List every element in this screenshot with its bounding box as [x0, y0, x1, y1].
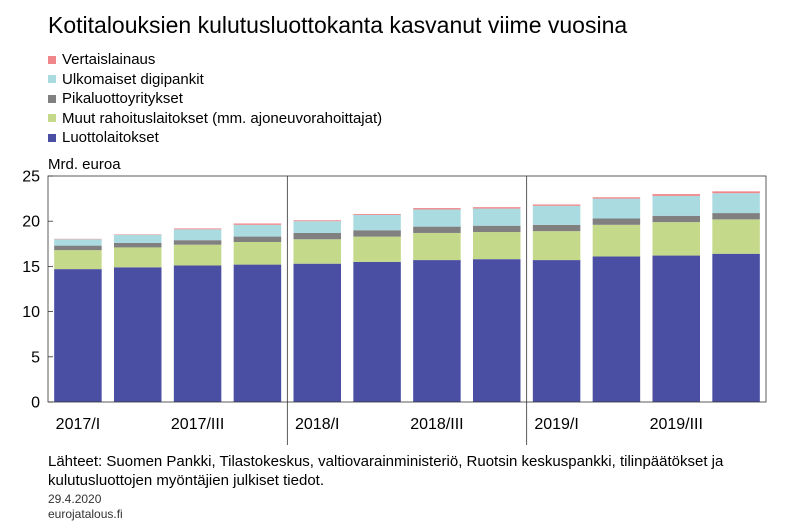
bar-segment — [473, 259, 521, 402]
bar-segment — [532, 224, 581, 232]
legend-swatch — [48, 55, 56, 64]
bar-segment — [233, 224, 282, 237]
bar-segment — [114, 242, 162, 248]
bar-segment — [652, 255, 700, 402]
bar-segment — [413, 260, 461, 402]
bar-segment — [532, 204, 581, 206]
legend-item-muut-rahoituslaitokset: Muut rahoituslaitokset (mm. ajoneuvoraho… — [48, 109, 382, 129]
plot-frame — [47, 175, 767, 403]
legend-item-vertaislainaus: Vertaislainaus — [48, 50, 382, 70]
legend-item-pikaluottoyritykset: Pikaluottoyritykset — [48, 89, 382, 109]
y-tick-label: 0 — [31, 395, 40, 412]
legend-label: Vertaislainaus — [62, 51, 156, 69]
bar-segment — [233, 223, 282, 225]
site-credit: eurojatalous.fi — [48, 507, 123, 521]
bar-segment — [114, 234, 162, 243]
bar-segment — [114, 247, 162, 268]
bar-segment — [54, 269, 102, 402]
y-tick-label: 10 — [22, 304, 40, 321]
publish-date: 29.4.2020 — [48, 492, 102, 506]
bar-segment — [712, 253, 760, 402]
legend-swatch — [48, 133, 56, 142]
x-tick-label: 2018/I — [295, 416, 339, 433]
bar-segment — [592, 224, 641, 257]
bar-segment — [652, 195, 700, 216]
bar-segment — [173, 244, 222, 266]
legend-label: Pikaluottoyritykset — [62, 90, 183, 108]
bar-segment — [173, 265, 222, 402]
legend: Vertaislainaus Ulkomaiset digipankit Pik… — [48, 50, 382, 148]
bar-segment — [173, 228, 222, 230]
chart-title: Kotitalouksien kulutusluottokanta kasvan… — [48, 12, 628, 38]
bar-segment — [353, 261, 401, 402]
legend-item-luottolaitokset: Luottolaitokset — [48, 128, 382, 148]
y-axis-unit-label: Mrd. euroa — [48, 156, 121, 173]
bar-segment — [712, 219, 760, 254]
bar-segment — [473, 208, 521, 226]
x-tick-label: 2019/I — [534, 416, 578, 433]
legend-swatch — [48, 114, 56, 123]
legend-item-ulkomaiset-digipankit: Ulkomaiset digipankit — [48, 70, 382, 90]
y-tick-label: 25 — [22, 169, 40, 186]
bar-segment — [652, 194, 700, 196]
x-tick-label: 2019/III — [650, 416, 703, 433]
x-tick-label: 2017/I — [56, 416, 100, 433]
bar-segment — [293, 220, 341, 222]
source-note: Lähteet: Suomen Pankki, Tilastokeskus, v… — [48, 453, 724, 489]
x-tick-label: 2018/III — [410, 416, 463, 433]
y-tick-label: 5 — [31, 349, 40, 366]
bar-segment — [712, 213, 760, 220]
bar-segment — [413, 208, 461, 210]
legend-label: Ulkomaiset digipankit — [62, 70, 204, 88]
bar-segment — [532, 205, 581, 225]
bar-segment — [652, 215, 700, 223]
bar-segment — [473, 225, 521, 233]
bar-segment — [293, 239, 341, 264]
bar-segment — [473, 232, 521, 260]
bar-segment — [353, 236, 401, 262]
bar-segment — [233, 236, 282, 242]
legend-label: Muut rahoituslaitokset (mm. ajoneuvoraho… — [62, 109, 383, 127]
legend-swatch — [48, 94, 56, 103]
bar-segment — [592, 256, 641, 402]
bar-segment — [592, 218, 641, 225]
x-tick-label: 2017/III — [171, 416, 224, 433]
bar-segment — [592, 198, 641, 219]
bar-segment — [413, 209, 461, 227]
bar-segment — [114, 267, 162, 402]
bar-segment — [233, 241, 282, 265]
bar-segment — [413, 226, 461, 233]
y-tick-label: 15 — [22, 259, 40, 276]
bar-segment — [293, 263, 341, 402]
bar-segment — [353, 230, 401, 237]
bar-segment — [54, 250, 102, 270]
bar-segment — [473, 207, 521, 209]
bar-segment — [712, 191, 760, 194]
bar-segment — [532, 231, 581, 261]
legend-swatch — [48, 75, 56, 84]
bar-segment — [353, 213, 401, 215]
bar-segment — [173, 240, 222, 245]
bar-segment — [413, 232, 461, 261]
legend-label: Luottolaitokset — [62, 129, 159, 147]
bar-segment — [293, 221, 341, 233]
bar-segment — [293, 232, 341, 240]
y-tick-label: 20 — [22, 214, 40, 231]
bar-segment — [712, 193, 760, 214]
bar-segment — [173, 229, 222, 241]
stacked-bar-chart: 0 5 10 15 20 25 2017/I 2017/III 2018/I 2018/III 20… — [22, 169, 767, 445]
bar-segment — [652, 222, 700, 256]
bar-segment — [592, 197, 641, 199]
bar-segment — [233, 264, 282, 402]
bar-segment — [54, 245, 102, 251]
bar-segment — [532, 260, 581, 402]
bar-segment — [54, 239, 102, 246]
bar-segment — [353, 214, 401, 231]
